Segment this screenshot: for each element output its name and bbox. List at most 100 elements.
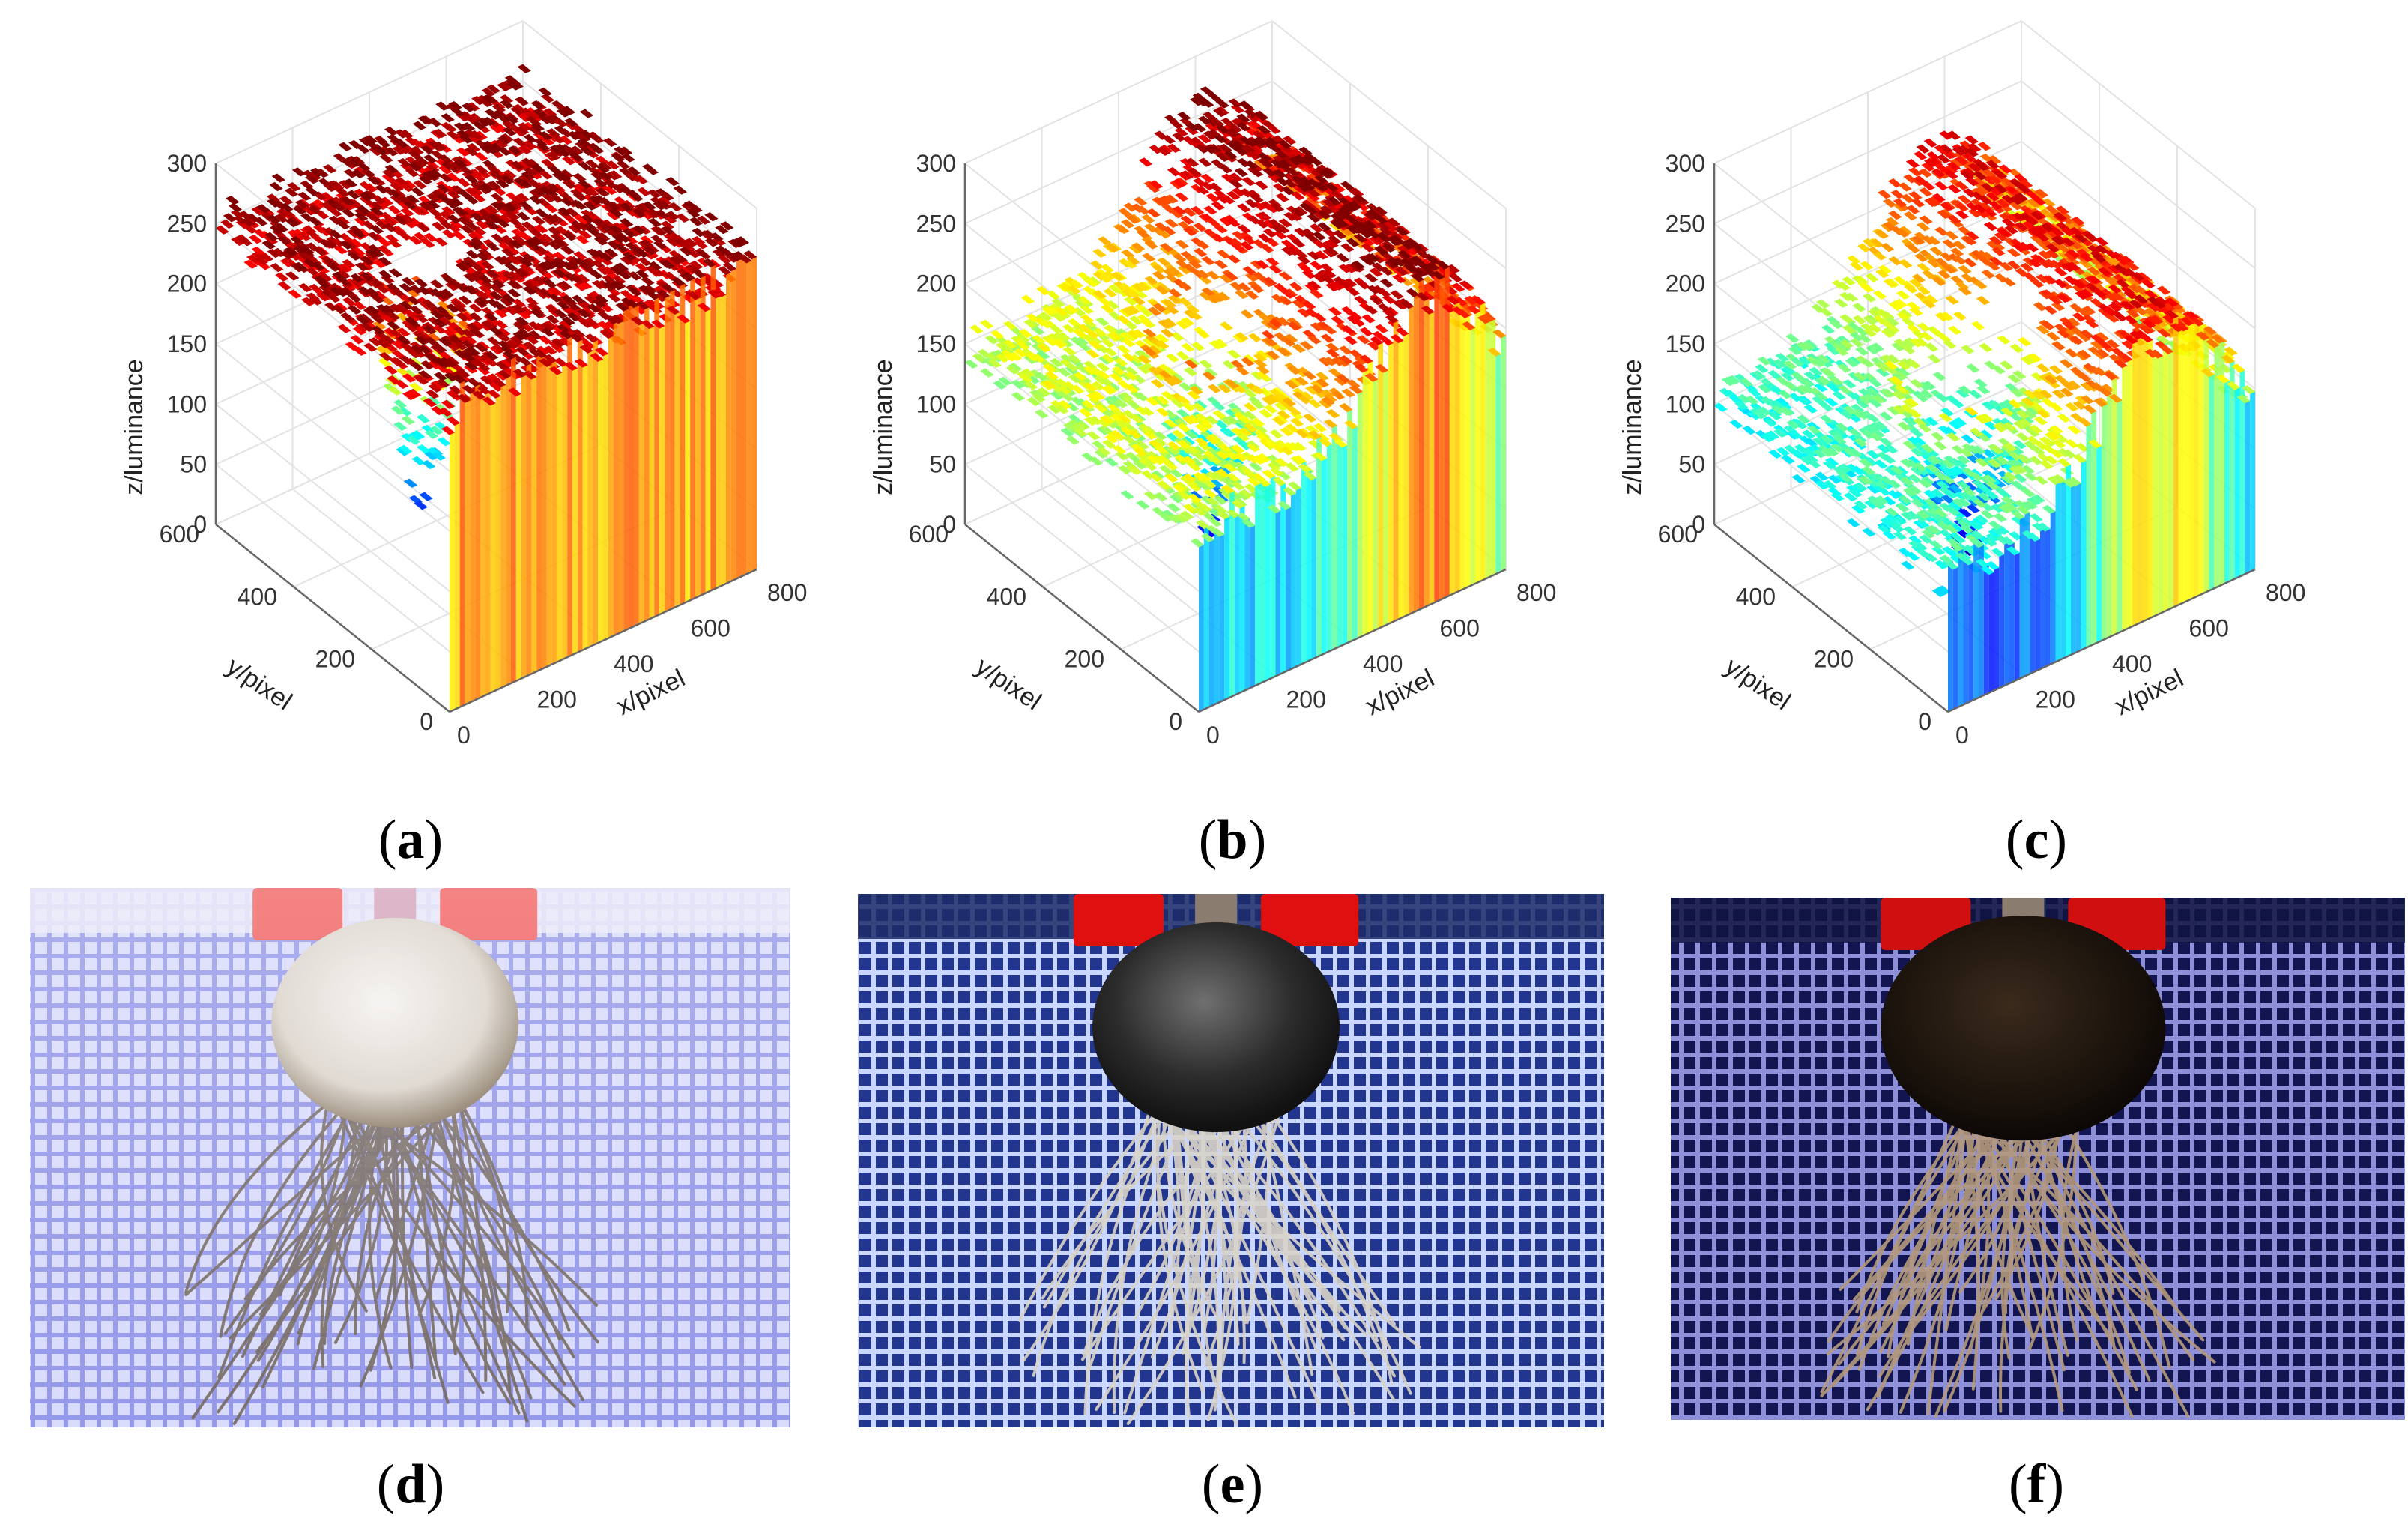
surface-cell — [356, 162, 371, 172]
surface-cell — [1269, 429, 1283, 439]
surface-cell — [550, 214, 564, 223]
surface-cell — [1178, 382, 1193, 392]
surface-side — [1454, 302, 1460, 593]
surface-cell — [458, 295, 472, 305]
surface-cell — [1085, 278, 1099, 288]
surface-cell — [400, 214, 414, 223]
surface-cell — [300, 180, 314, 190]
surface-cell — [554, 309, 568, 319]
surface-cell — [514, 268, 529, 278]
surface-cell — [356, 144, 370, 154]
surface-cell — [465, 221, 480, 231]
surface-cell — [440, 311, 455, 321]
surface-cell — [635, 248, 650, 258]
surface-cell — [530, 100, 545, 110]
x-tick-label: 800 — [767, 579, 807, 606]
surface-cell — [243, 259, 258, 269]
surface-side — [1250, 525, 1256, 689]
surface-cell — [399, 130, 414, 139]
surface-cell — [516, 211, 530, 221]
surface-side — [629, 303, 634, 629]
surface-cell — [632, 225, 647, 235]
surface-cell — [1356, 335, 1371, 345]
surface-cell — [485, 242, 500, 252]
x-tick-label: 0 — [1206, 722, 1220, 749]
surface-cell — [420, 360, 435, 370]
surface-cell — [704, 238, 719, 247]
surface-cell — [531, 163, 545, 173]
surface-cell — [1211, 201, 1225, 211]
surface-cell — [1254, 180, 1269, 190]
surface-cell — [456, 147, 471, 157]
surface-cell — [980, 368, 994, 378]
surface-cell — [1011, 392, 1026, 402]
surface-cell — [1874, 459, 1888, 469]
surface-cell — [1126, 256, 1140, 265]
surface-cell — [480, 261, 495, 270]
surface-cell — [560, 245, 575, 255]
gridline-z — [215, 343, 450, 532]
surface-cell — [697, 250, 711, 260]
surface-cell — [578, 161, 592, 171]
surface-cell — [428, 118, 442, 127]
surface-cell — [441, 399, 456, 409]
surface-cell — [1834, 298, 1848, 308]
surface-cell — [546, 151, 560, 161]
surface-cell — [336, 220, 351, 230]
surface-cell — [1157, 229, 1171, 239]
surface-cell — [393, 214, 407, 225]
surface-side — [1424, 298, 1430, 608]
surface-cell — [439, 220, 453, 229]
surface-cell — [647, 217, 662, 228]
surface-cell — [679, 247, 693, 256]
surface-cell — [530, 309, 545, 318]
surface-cell — [309, 296, 323, 306]
surface-cell — [1069, 279, 1084, 289]
surface-cell — [632, 208, 647, 218]
surface-cell — [621, 153, 635, 163]
surface-side — [1378, 342, 1383, 629]
surface-cell — [630, 294, 644, 304]
surface-cell — [1036, 350, 1050, 360]
surface-cell — [500, 99, 514, 109]
surface-cell — [1123, 259, 1137, 269]
surface-cell — [327, 293, 341, 303]
surface-cell — [1265, 257, 1280, 267]
surface-cell — [1038, 312, 1053, 321]
surface-cell — [1923, 138, 1937, 148]
surface-cell — [1212, 410, 1226, 420]
surface-cell — [488, 283, 503, 293]
surface-cell — [566, 301, 581, 311]
surface-cell — [502, 294, 516, 303]
surface-side — [1403, 333, 1409, 617]
surface-cell — [592, 298, 606, 308]
surface-cell — [494, 139, 509, 148]
surface-cell — [660, 191, 674, 201]
surface-cell — [393, 399, 408, 409]
gridline-z — [964, 463, 1200, 653]
surface-cell — [1948, 325, 1962, 335]
y-tick-label: 0 — [420, 708, 433, 735]
y-tick-label: 600 — [160, 521, 199, 548]
surface-cell — [715, 225, 729, 235]
surface-cell — [710, 232, 724, 242]
surface-cell — [512, 271, 526, 281]
surface-cell — [1046, 290, 1061, 300]
surface-cell — [689, 217, 704, 226]
surface-cell — [378, 256, 392, 267]
surface-side — [526, 363, 532, 677]
surface-cell — [328, 229, 343, 239]
surface-cell — [377, 238, 392, 247]
surface-cell — [405, 168, 420, 178]
surface-side — [674, 312, 680, 608]
surface-cell — [1235, 366, 1250, 376]
surface-cell — [226, 196, 240, 205]
surface-cell — [643, 285, 658, 294]
surface-cell — [1213, 107, 1227, 118]
surface-cell — [396, 335, 411, 345]
surface-cell — [378, 357, 392, 367]
surface-cell — [297, 232, 312, 241]
surface-cell — [463, 285, 477, 295]
surface-cell — [1002, 321, 1017, 330]
surface-cell — [1929, 246, 1943, 256]
